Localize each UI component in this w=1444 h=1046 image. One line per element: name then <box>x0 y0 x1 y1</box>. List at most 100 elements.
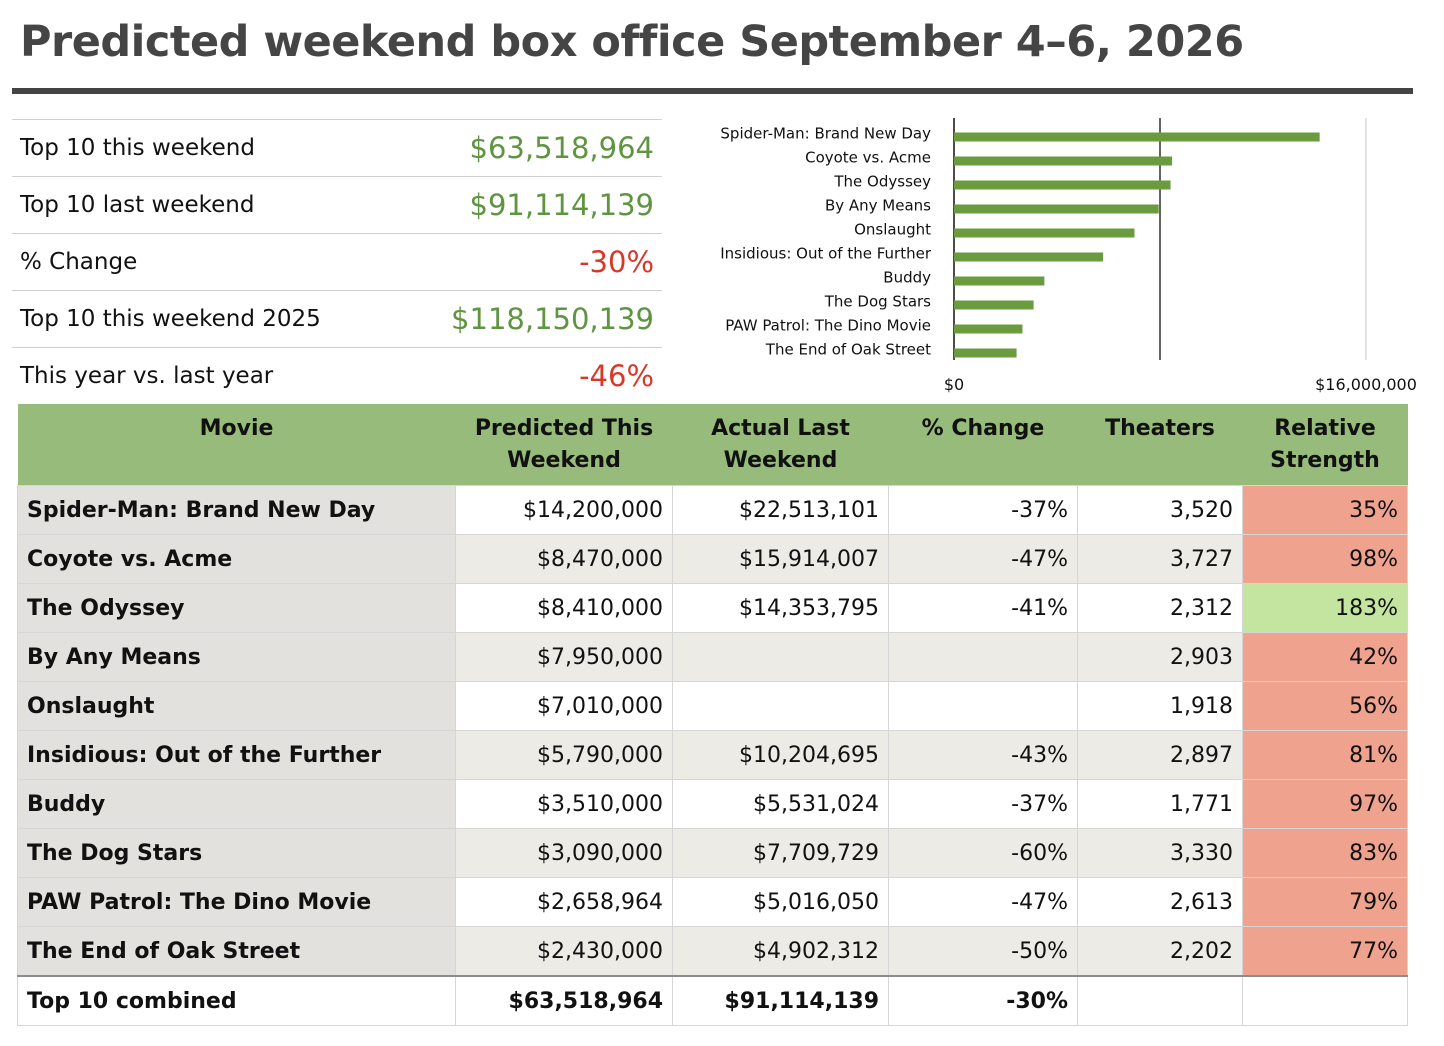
cell-actual: $15,914,007 <box>672 534 889 584</box>
cell-theaters: 2,897 <box>1077 730 1243 780</box>
cell-strength: 42% <box>1242 632 1408 682</box>
column-header-actual: Actual Last Weekend <box>672 404 889 486</box>
table-row: The End of Oak Street $2,430,000 $4,902,31… <box>17 926 1408 977</box>
box-office-table: Movie Predicted This Weekend Actual Last W… <box>17 404 1408 1026</box>
summary-value: $63,518,964 <box>469 131 655 165</box>
cell-change: -60% <box>888 828 1078 878</box>
chart-x-tick-label: $16,000,000 <box>1315 375 1417 394</box>
total-predicted: $63,518,964 <box>455 975 673 1026</box>
cell-movie: PAW Patrol: The Dino Movie <box>17 877 456 927</box>
table-row: Buddy $3,510,000 $5,531,024 -37% 1,771 97% <box>17 779 1408 829</box>
chart-category-label: Spider-Man: Brand New Day <box>720 125 931 143</box>
cell-predicted: $7,010,000 <box>455 681 673 731</box>
chart-category-label: The Dog Stars <box>824 293 931 311</box>
chart-bar <box>954 180 1171 190</box>
total-label: Top 10 combined <box>17 975 456 1026</box>
cell-change: -47% <box>888 534 1078 584</box>
cell-strength: 83% <box>1242 828 1408 878</box>
summary-row-this-weekend: Top 10 this weekend $63,518,964 <box>12 119 662 176</box>
cell-predicted: $8,470,000 <box>455 534 673 584</box>
summary-value: $91,114,139 <box>469 188 655 222</box>
cell-actual: $10,204,695 <box>672 730 889 780</box>
table-row: Spider-Man: Brand New Day $14,200,000 $22,… <box>17 485 1408 535</box>
chart-category-label: The Odyssey <box>833 173 931 191</box>
chart-bar <box>954 228 1135 238</box>
table-row: Onslaught $7,010,000 1,918 56% <box>17 681 1408 731</box>
cell-actual: $5,531,024 <box>672 779 889 829</box>
cell-change: -43% <box>888 730 1078 780</box>
column-header-movie: Movie <box>17 404 456 486</box>
chart-bar <box>954 132 1320 142</box>
cell-movie: Insidious: Out of the Further <box>17 730 456 780</box>
chart-category-label: PAW Patrol: The Dino Movie <box>725 317 931 335</box>
summary-label: This year vs. last year <box>20 363 274 389</box>
table-row: PAW Patrol: The Dino Movie $2,658,964 $5,0… <box>17 877 1408 927</box>
cell-strength: 183% <box>1242 583 1408 633</box>
cell-change: -41% <box>888 583 1078 633</box>
chart-bar <box>954 276 1045 286</box>
cell-predicted: $14,200,000 <box>455 485 673 535</box>
cell-actual <box>672 681 889 731</box>
cell-theaters: 3,330 <box>1077 828 1243 878</box>
chart-category-label: Coyote vs. Acme <box>805 149 931 167</box>
chart-bar <box>954 324 1023 334</box>
title-divider <box>12 88 1413 94</box>
column-header-strength: Relative Strength <box>1242 404 1408 486</box>
chart-category-label: Onslaught <box>854 221 931 239</box>
cell-change: -47% <box>888 877 1078 927</box>
cell-actual: $7,709,729 <box>672 828 889 878</box>
table-header-row: Movie Predicted This Weekend Actual Last W… <box>17 404 1408 486</box>
cell-predicted: $2,430,000 <box>455 926 673 977</box>
column-header-change: % Change <box>888 404 1078 486</box>
cell-change <box>888 681 1078 731</box>
summary-panel: Top 10 this weekend $63,518,964 Top 10 l… <box>12 119 662 404</box>
cell-predicted: $2,658,964 <box>455 877 673 927</box>
cell-predicted: $7,950,000 <box>455 632 673 682</box>
page-title: Predicted weekend box office September 4… <box>20 17 1244 67</box>
cell-actual: $22,513,101 <box>672 485 889 535</box>
summary-label: Top 10 last weekend <box>20 192 255 218</box>
chart-bar <box>954 348 1017 358</box>
chart-bar <box>954 300 1034 310</box>
cell-change: -37% <box>888 485 1078 535</box>
cell-strength: 98% <box>1242 534 1408 584</box>
cell-theaters: 1,771 <box>1077 779 1243 829</box>
cell-theaters: 2,613 <box>1077 877 1243 927</box>
cell-movie: By Any Means <box>17 632 456 682</box>
column-header-predicted: Predicted This Weekend <box>455 404 673 486</box>
cell-theaters: 2,202 <box>1077 926 1243 977</box>
summary-row-percent-change: % Change -30% <box>12 233 662 290</box>
summary-value: -46% <box>579 359 654 393</box>
chart-category-label: By Any Means <box>825 197 931 215</box>
summary-label: Top 10 this weekend 2025 <box>20 306 321 332</box>
chart-bar <box>954 156 1173 166</box>
cell-theaters: 3,727 <box>1077 534 1243 584</box>
table-row: Insidious: Out of the Further $5,790,000 $… <box>17 730 1408 780</box>
cell-actual: $14,353,795 <box>672 583 889 633</box>
cell-movie: The Odyssey <box>17 583 456 633</box>
cell-movie: The End of Oak Street <box>17 926 456 977</box>
cell-theaters: 2,312 <box>1077 583 1243 633</box>
cell-change: -37% <box>888 779 1078 829</box>
summary-label: % Change <box>20 249 138 275</box>
summary-value: -30% <box>579 245 654 279</box>
summary-row-this-weekend-2025: Top 10 this weekend 2025 $118,150,139 <box>12 290 662 347</box>
cell-actual: $5,016,050 <box>672 877 889 927</box>
cell-predicted: $5,790,000 <box>455 730 673 780</box>
total-actual: $91,114,139 <box>672 975 889 1026</box>
total-change: -30% <box>888 975 1078 1026</box>
cell-movie: Coyote vs. Acme <box>17 534 456 584</box>
cell-movie: Spider-Man: Brand New Day <box>17 485 456 535</box>
cell-strength: 35% <box>1242 485 1408 535</box>
summary-label: Top 10 this weekend <box>20 135 255 161</box>
cell-predicted: $3,090,000 <box>455 828 673 878</box>
chart-category-label: Buddy <box>883 269 931 287</box>
total-theaters <box>1077 975 1243 1026</box>
cell-theaters: 1,918 <box>1077 681 1243 731</box>
cell-movie: The Dog Stars <box>17 828 456 878</box>
cell-strength: 97% <box>1242 779 1408 829</box>
cell-change <box>888 632 1078 682</box>
cell-movie: Onslaught <box>17 681 456 731</box>
box-office-bar-chart: Spider-Man: Brand New Day Coyote vs. Acme… <box>720 118 1417 394</box>
cell-actual: $4,902,312 <box>672 926 889 977</box>
